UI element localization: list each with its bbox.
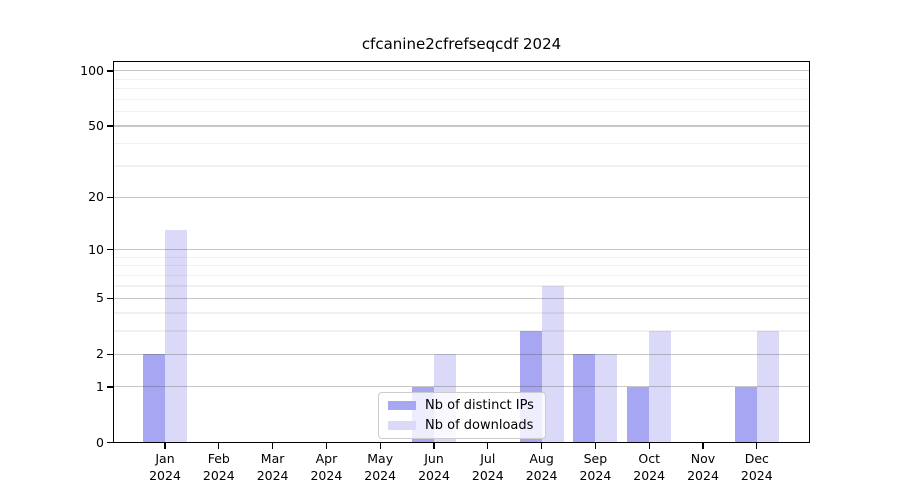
bar-nb-of-downloads-dec (756, 331, 779, 443)
gridline-major (113, 196, 810, 199)
gridline-minor (113, 142, 810, 145)
gridline-minor (113, 256, 810, 258)
x-tick-label: Oct 2024 (633, 451, 666, 483)
bar-nb-of-distinct-ips-oct (627, 386, 650, 443)
gridline-major (113, 353, 810, 355)
y-tick-label: 2 (96, 346, 104, 362)
x-tick-mark (487, 443, 489, 449)
gridline-minor (113, 165, 810, 167)
x-tick-label: Jul 2024 (471, 451, 504, 483)
gridline-minor (113, 312, 810, 314)
x-tick-mark (756, 443, 758, 449)
gridline-minor (113, 88, 810, 90)
gridline-major (113, 125, 810, 127)
gridline-minor (113, 274, 810, 276)
y-tick-mark (106, 442, 113, 444)
x-tick-mark (594, 443, 597, 449)
legend-item-downloads: Nb of downloads (388, 418, 536, 434)
chart-title: cfcanine2cfrefseqcdf 2024 (361, 35, 562, 53)
y-tick-label: 20 (88, 189, 104, 205)
x-tick-mark (433, 443, 435, 449)
y-tick-mark (106, 70, 113, 72)
bar-nb-of-distinct-ips-sep (573, 354, 596, 443)
bar-nb-of-distinct-ips-dec (734, 386, 757, 443)
gridline-minor (113, 98, 810, 100)
legend-label-distinct-ips: Nb of distinct IPs (425, 397, 534, 413)
y-tick-mark (106, 248, 113, 251)
x-tick-mark (702, 443, 704, 449)
y-tick-mark (106, 386, 113, 388)
gridline-minor (113, 285, 810, 287)
x-tick-mark (648, 443, 650, 449)
legend-label-downloads: Nb of downloads (425, 417, 534, 433)
y-tick-mark (106, 297, 113, 300)
legend-swatch-distinct-ips-icon (388, 401, 416, 410)
gridline-major (113, 248, 810, 251)
y-tick-label: 100 (80, 62, 104, 78)
y-tick-label: 5 (96, 290, 104, 306)
y-tick-mark (106, 196, 113, 199)
y-tick-label: 10 (88, 241, 104, 257)
x-tick-label: Apr 2024 (310, 451, 343, 483)
x-tick-label: Dec 2024 (740, 451, 773, 483)
x-tick-label: May 2024 (364, 451, 397, 483)
x-tick-label: Sep 2024 (579, 451, 612, 483)
gridline-minor (113, 110, 810, 113)
x-tick-label: Jun 2024 (418, 451, 450, 483)
legend-item-distinct-ips: Nb of distinct IPs (388, 398, 536, 414)
x-tick-mark (164, 443, 166, 449)
bar-nb-of-downloads-jan (165, 230, 187, 443)
bar-nb-of-downloads-oct (649, 331, 672, 443)
x-tick-label: Nov 2024 (687, 451, 719, 483)
gridline-major (113, 70, 810, 72)
x-tick-label: Jan 2024 (149, 451, 181, 483)
gridline-minor (113, 78, 810, 80)
legend-swatch-downloads-icon (388, 421, 416, 430)
x-tick-mark (379, 443, 381, 449)
x-tick-mark (218, 443, 220, 449)
x-tick-label: Mar 2024 (256, 451, 289, 483)
y-tick-mark (106, 125, 113, 127)
x-tick-label: Aug 2024 (525, 451, 558, 483)
gridline-minor (113, 330, 810, 332)
gridline-minor (113, 265, 810, 267)
x-tick-mark (325, 443, 328, 449)
y-tick-label: 0 (96, 434, 104, 450)
y-tick-label: 50 (88, 117, 104, 133)
y-tick-label: 1 (96, 378, 104, 394)
y-tick-mark (106, 353, 113, 355)
gridline-major (113, 386, 810, 388)
bar-nb-of-distinct-ips-jan (143, 354, 165, 443)
x-tick-mark (272, 443, 274, 449)
bar-nb-of-downloads-sep (595, 354, 618, 443)
x-tick-label: Feb 2024 (202, 451, 235, 483)
gridline-major (113, 297, 810, 299)
legend: Nb of distinct IPs Nb of downloads (378, 392, 546, 439)
x-tick-mark (541, 443, 543, 449)
bar-nb-of-downloads-aug (541, 285, 564, 443)
